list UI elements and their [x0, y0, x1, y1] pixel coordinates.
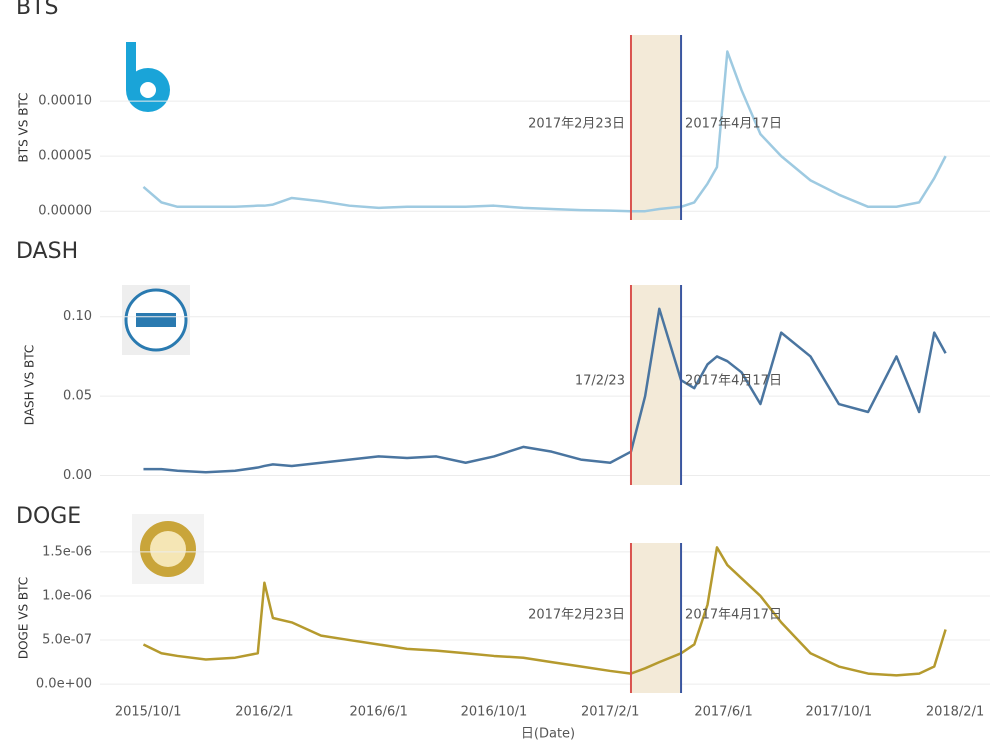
highlight-band	[630, 35, 682, 220]
x-tick-label: 2016/10/1	[461, 705, 528, 720]
event-label: 2017年4月17日	[685, 116, 782, 131]
line	[142, 50, 947, 213]
event-label: 2017年4月17日	[685, 374, 782, 389]
event-label: 17/2/23	[575, 374, 625, 389]
doge-logo	[132, 514, 204, 584]
y-tick-label: 0.0e+00	[36, 677, 92, 692]
x-tick-label: 2016/6/1	[350, 705, 408, 720]
y-tick-label: 0.00005	[38, 149, 92, 164]
y-axis-label: BTS VS BTC	[17, 93, 31, 163]
x-tick-label: 2017/2/1	[581, 705, 639, 720]
y-tick-label: 1.5e-06	[42, 544, 92, 559]
panel-title: DOGE	[16, 504, 81, 529]
y-tick-label: 0.00010	[38, 94, 92, 109]
event-label: 2017年2月23日	[528, 116, 625, 131]
x-axis-label: 日(Date)	[521, 727, 575, 740]
highlight-band	[630, 285, 682, 485]
line	[143, 307, 947, 474]
panel-title: BTS	[16, 0, 59, 20]
y-tick-label: 0.00	[63, 468, 92, 483]
highlight-band	[630, 543, 682, 693]
dash-logo	[122, 285, 190, 355]
x-tick-label: 2017/6/1	[694, 705, 752, 720]
y-tick-label: 0.00000	[38, 204, 92, 219]
panel-title: DASH	[16, 239, 78, 264]
y-axis-label: DASH VS BTC	[23, 345, 37, 426]
y-axis-label: DOGE VS BTC	[17, 577, 31, 659]
line	[142, 546, 947, 677]
event-label: 2017年4月17日	[685, 608, 782, 623]
x-tick-label: 2016/2/1	[235, 705, 293, 720]
x-tick-label: 2017/10/1	[805, 705, 872, 720]
y-tick-label: 0.05	[63, 389, 92, 404]
y-tick-label: 1.0e-06	[42, 588, 92, 603]
event-label: 2017年2月23日	[528, 608, 625, 623]
x-tick-label: 2018/2/1	[926, 705, 984, 720]
x-tick-label: 2015/10/1	[115, 705, 182, 720]
y-tick-label: 0.10	[63, 309, 92, 324]
y-tick-label: 5.0e-07	[42, 633, 92, 648]
